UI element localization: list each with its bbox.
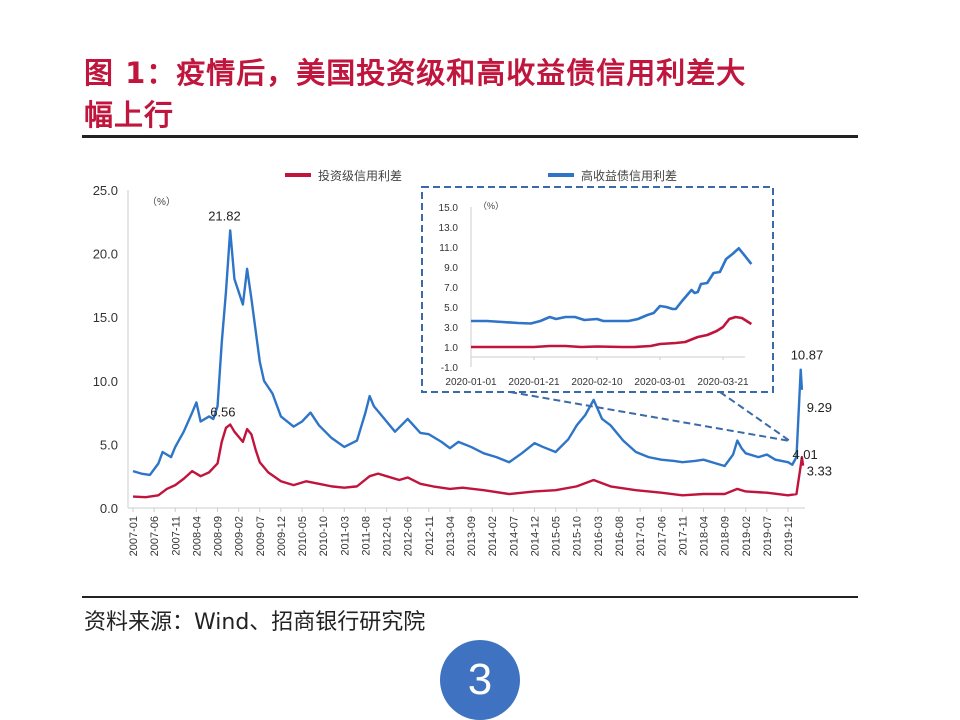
y-tick-label: 15.0 bbox=[93, 310, 118, 325]
x-tick-label: 2016-08 bbox=[614, 516, 626, 556]
source-note: 资料来源：Wind、招商银行研究院 bbox=[84, 610, 426, 635]
x-tick-label: 2008-09 bbox=[213, 516, 225, 556]
x-tick-label: 2019-02 bbox=[741, 516, 753, 556]
inset-y-tick-label: 13.0 bbox=[439, 223, 459, 234]
y-tick-label: 0.0 bbox=[100, 501, 118, 516]
inset-x-tick-label: 2020-01-21 bbox=[508, 377, 560, 388]
inset-connector-left bbox=[509, 391, 791, 442]
x-tick-label: 2018-09 bbox=[720, 516, 732, 556]
x-tick-label: 2012-01 bbox=[382, 516, 394, 556]
y-tick-label: 5.0 bbox=[100, 437, 118, 452]
x-tick-label: 2009-07 bbox=[255, 516, 267, 556]
legend-label-ig: 投资级信用利差 bbox=[318, 168, 402, 183]
x-tick-label: 2018-04 bbox=[699, 516, 711, 556]
inset-y-tick-label: 9.0 bbox=[444, 263, 458, 274]
inset-x-tick-label: 2020-03-21 bbox=[697, 377, 749, 388]
x-tick-label: 2007-11 bbox=[170, 516, 182, 556]
data-label: 3.33 bbox=[807, 464, 832, 479]
x-tick-label: 2017-11 bbox=[677, 516, 689, 556]
inset-y-axis-unit: （%） bbox=[478, 201, 504, 211]
inset-y-tick-label: 3.0 bbox=[444, 323, 458, 334]
x-tick-label: 2014-07 bbox=[508, 516, 520, 556]
legend-label-hy: 高收益债信用利差 bbox=[581, 168, 677, 183]
x-tick-label: 2017-06 bbox=[656, 516, 668, 556]
title-divider bbox=[82, 135, 858, 138]
figure-title-line2: 幅上行 bbox=[84, 98, 175, 132]
x-tick-label: 2011-08 bbox=[360, 516, 372, 556]
inset-y-tick-label: 15.0 bbox=[439, 203, 459, 214]
x-tick-label: 2016-03 bbox=[593, 516, 605, 556]
credit-spread-chart: 投资级信用利差 高收益债信用利差 0.0 5.0 10.0 15.0 20.0 25.0 （… bbox=[93, 168, 832, 556]
x-tick-label: 2009-12 bbox=[276, 516, 288, 556]
page-number-badge: 3 bbox=[440, 640, 520, 720]
inset-connector-right bbox=[719, 391, 791, 442]
inset-hy-line bbox=[471, 247, 753, 325]
x-tick-label: 2010-10 bbox=[318, 516, 330, 556]
y-axis-unit: （%） bbox=[147, 196, 176, 208]
legend: 投资级信用利差 高收益债信用利差 bbox=[285, 168, 677, 183]
y-tick-label: 25.0 bbox=[93, 183, 118, 198]
x-tick-label: 2013-04 bbox=[445, 516, 457, 556]
data-label: 4.01 bbox=[792, 447, 817, 462]
inset-x-tick-label: 2020-03-01 bbox=[634, 377, 686, 388]
inset-y-tick-label: -1.0 bbox=[441, 363, 459, 374]
x-tick-label: 2012-06 bbox=[403, 516, 415, 556]
data-label: 10.87 bbox=[791, 348, 824, 363]
inset-border bbox=[421, 186, 774, 393]
source-divider bbox=[82, 596, 858, 598]
x-tick-label: 2017-01 bbox=[635, 516, 647, 556]
inset-y-tick-label: 1.0 bbox=[444, 343, 458, 354]
data-label: 21.82 bbox=[208, 208, 241, 223]
x-tick-label: 2019-07 bbox=[762, 516, 774, 556]
x-tick-label: 2008-04 bbox=[191, 516, 203, 556]
x-tick-label: 2011-03 bbox=[339, 516, 351, 556]
inset-x-tick-label: 2020-02-10 bbox=[571, 377, 623, 388]
x-tick-label: 2012-11 bbox=[424, 516, 436, 556]
inset-y-tick-label: 5.0 bbox=[444, 303, 458, 314]
data-label: 6.56 bbox=[210, 405, 235, 420]
inset-y-tick-label: 11.0 bbox=[439, 243, 458, 254]
x-tick-label: 2015-05 bbox=[551, 516, 563, 556]
x-tick-label: 2015-10 bbox=[572, 516, 584, 556]
inset-y-tick-label: 7.0 bbox=[444, 283, 458, 294]
y-tick-label: 20.0 bbox=[93, 247, 118, 262]
ig-spread-line bbox=[132, 423, 805, 499]
x-tick-label: 2014-02 bbox=[487, 516, 499, 556]
x-tick-label: 2009-02 bbox=[234, 516, 246, 556]
x-tick-label: 2019-12 bbox=[783, 516, 795, 556]
inset-x-tick-label: 2020-01-01 bbox=[445, 377, 497, 388]
x-tick-label: 2010-05 bbox=[297, 516, 309, 556]
data-label: 9.29 bbox=[807, 400, 832, 415]
x-tick-label: 2007-01 bbox=[128, 516, 140, 556]
x-tick-label: 2014-12 bbox=[529, 516, 541, 556]
x-tick-label: 2013-09 bbox=[466, 516, 478, 556]
y-tick-label: 10.0 bbox=[93, 374, 118, 389]
hy-spread-line bbox=[132, 229, 804, 477]
figure-title-line1: 图 1：疫情后，美国投资级和高收益债信用利差大 bbox=[84, 56, 747, 90]
inset-ig-line bbox=[471, 315, 753, 349]
x-tick-label: 2007-06 bbox=[149, 516, 161, 556]
